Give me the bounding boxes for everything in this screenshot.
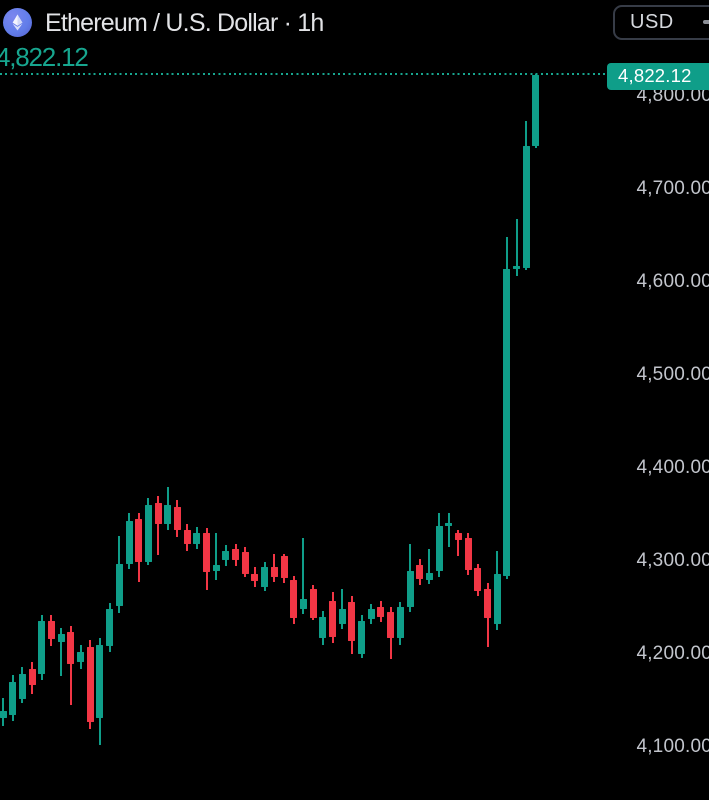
candle-body xyxy=(416,564,424,580)
price-axis-label: 4,700.00 xyxy=(636,177,709,199)
candle-body xyxy=(0,710,7,719)
candle-body xyxy=(57,634,65,642)
price-axis-label: 4,200.00 xyxy=(636,642,709,664)
candle-body xyxy=(329,600,336,638)
candle-body xyxy=(86,646,94,722)
candle-body xyxy=(232,548,240,560)
candle-wick xyxy=(515,218,518,277)
candle-wick xyxy=(157,495,159,556)
candle-body xyxy=(154,503,162,524)
candle-body xyxy=(396,607,404,639)
candle-body xyxy=(290,580,298,619)
candle-body xyxy=(241,551,249,574)
candle-body xyxy=(338,609,346,625)
candle-body xyxy=(125,520,133,564)
candle-body xyxy=(164,505,172,524)
candle-body xyxy=(377,606,385,617)
candle-wick xyxy=(457,530,460,557)
candle-body xyxy=(193,533,201,545)
candle-body xyxy=(503,268,511,576)
current-price-label: 4,822.12 xyxy=(0,42,89,73)
candle-body xyxy=(47,621,55,640)
price-axis-label: 4,500.00 xyxy=(636,363,709,385)
candle-body xyxy=(203,533,210,573)
candle-body xyxy=(532,75,540,146)
candle-body xyxy=(513,266,521,269)
price-axis-label: 4,600.00 xyxy=(636,270,709,292)
candle-body xyxy=(484,588,491,618)
candle-wick xyxy=(302,537,305,614)
chevron-down-icon xyxy=(703,20,709,24)
current-price-tag-text: 4,822.12 xyxy=(618,65,692,86)
price-axis-label: 4,800.00 xyxy=(636,84,709,106)
candle-body xyxy=(425,573,433,580)
candle-wick xyxy=(69,626,72,706)
candle-body xyxy=(28,668,36,685)
candle-body xyxy=(106,609,114,647)
candle-body xyxy=(222,550,230,560)
candle-body xyxy=(115,563,123,607)
symbol-title: Ethereum / U.S. Dollar · 1h xyxy=(45,9,324,37)
candle-body xyxy=(144,505,152,562)
chart-header: Ethereum / U.S. Dollar · 1h USD xyxy=(0,0,709,46)
currency-selector-label: USD xyxy=(630,11,674,33)
price-axis-label: 4,300.00 xyxy=(636,549,709,571)
candle-wick xyxy=(428,548,431,585)
candle-body xyxy=(135,519,143,562)
current-price-tag: 4,822.12 xyxy=(607,62,709,90)
candle-body xyxy=(406,571,414,608)
candle-body xyxy=(309,588,317,618)
candle-body xyxy=(474,568,482,591)
candle-body xyxy=(212,564,220,572)
candle-body xyxy=(173,506,181,531)
candle-body xyxy=(464,537,472,571)
candle-body xyxy=(367,609,375,620)
candle-body xyxy=(261,566,269,587)
candle-body xyxy=(77,652,84,663)
candle-body xyxy=(493,573,501,625)
candle-body xyxy=(387,612,395,639)
candle-body xyxy=(445,522,453,526)
candle-body xyxy=(18,673,26,699)
candle-body xyxy=(435,525,443,572)
candle-body xyxy=(96,644,104,719)
candle-body xyxy=(522,145,530,268)
candle-wick xyxy=(215,533,218,580)
price-axis-label: 4,100.00 xyxy=(636,736,709,757)
candle-body xyxy=(358,621,365,654)
ethereum-logo-icon xyxy=(3,8,32,37)
candle-body xyxy=(9,681,17,716)
candle-body xyxy=(454,533,462,541)
candle-wick xyxy=(60,627,63,677)
candle-body xyxy=(67,631,75,665)
candle-body xyxy=(38,621,46,675)
currency-selector-button[interactable]: USD xyxy=(613,5,709,40)
candle-wick xyxy=(341,588,344,629)
price-axis-label: 4,400.00 xyxy=(636,456,709,478)
candle-body xyxy=(319,616,327,639)
candle-wick xyxy=(447,512,450,547)
candle-body xyxy=(270,566,278,577)
current-price-line xyxy=(0,73,608,76)
candle-body xyxy=(280,556,288,579)
candle-body xyxy=(183,530,191,545)
candle-body xyxy=(348,601,356,641)
candle-body xyxy=(251,573,259,582)
eth-diamond-glyph xyxy=(12,14,23,31)
candle-body xyxy=(299,599,307,610)
